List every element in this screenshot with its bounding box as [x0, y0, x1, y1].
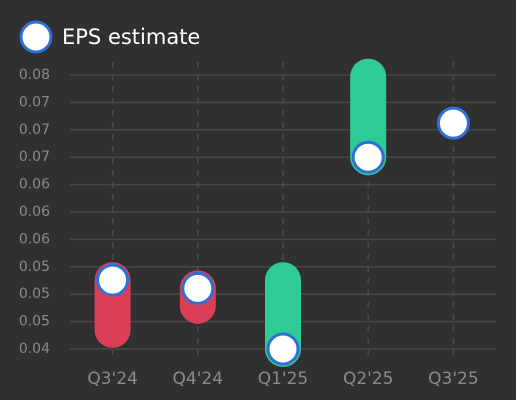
y-tick-label: 0.07 — [19, 122, 50, 138]
estimate-marker — [96, 263, 130, 297]
x-tick-label: Q4'24 — [173, 369, 224, 389]
estimate-marker — [181, 271, 215, 305]
y-tick-label: 0.06 — [19, 177, 50, 193]
x-tick-label: Q3'25 — [428, 369, 479, 389]
x-tick-label: Q3'24 — [87, 369, 138, 389]
y-tick-label: 0.06 — [19, 204, 50, 220]
y-tick-label: 0.07 — [19, 94, 50, 110]
estimate-marker — [351, 140, 385, 174]
x-tick-label: Q2'25 — [343, 369, 394, 389]
legend-marker — [19, 20, 53, 54]
estimate-marker — [266, 332, 300, 366]
y-tick-label: 0.05 — [19, 259, 50, 275]
y-tick-label: 0.07 — [19, 149, 50, 165]
y-tick-label: 0.04 — [19, 341, 50, 357]
y-tick-label: 0.06 — [19, 231, 50, 247]
y-tick-label: 0.05 — [19, 314, 50, 330]
x-tick-label: Q1'25 — [258, 369, 309, 389]
y-tick-label: 0.08 — [19, 67, 50, 83]
legend-label: EPS estimate — [62, 25, 200, 49]
y-tick-label: 0.05 — [19, 286, 50, 302]
estimate-marker — [436, 106, 470, 140]
